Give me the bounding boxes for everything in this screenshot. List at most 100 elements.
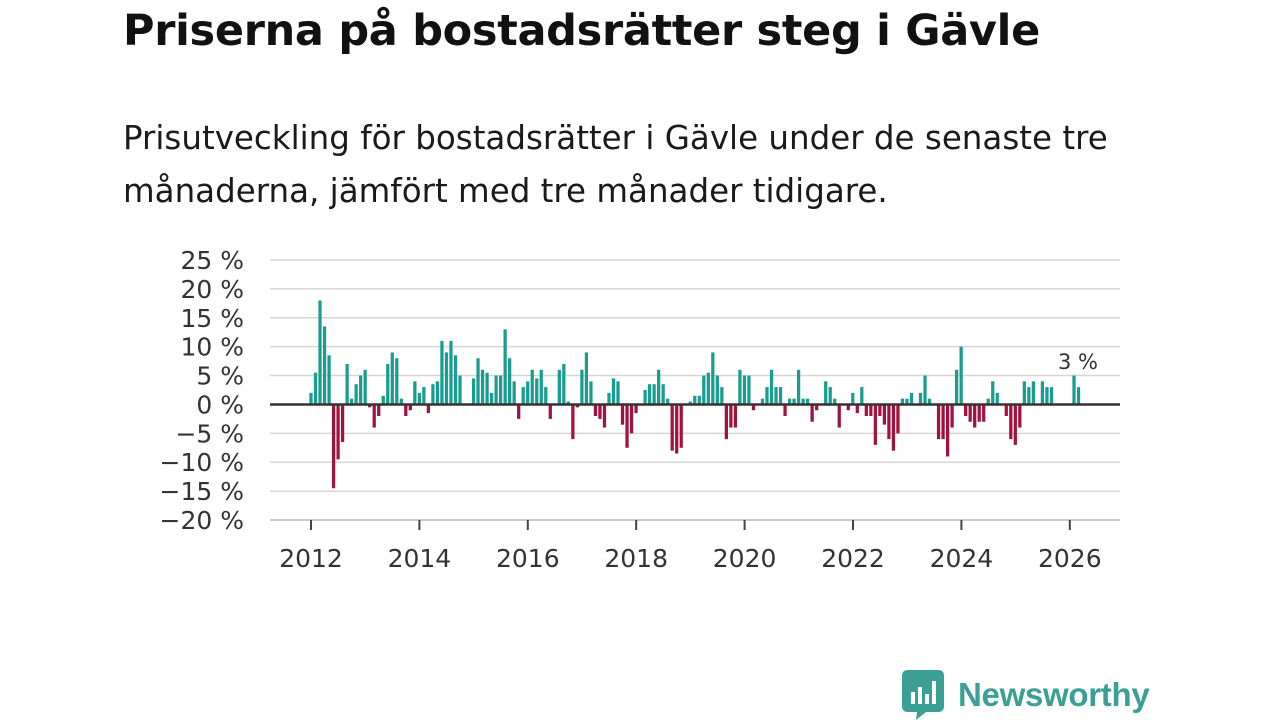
last-value-annotation: 3 % <box>1054 348 1102 374</box>
newsworthy-bubble-chart-icon <box>902 670 944 720</box>
bar <box>575 404 579 408</box>
bar <box>643 390 647 405</box>
bar <box>413 381 417 405</box>
bar <box>670 404 674 451</box>
bar <box>526 381 530 405</box>
bar <box>557 369 561 405</box>
y-axis-tick-labels: 25 %20 %15 %10 %5 %0 %−5 %−10 %−15 %−20 … <box>160 246 244 535</box>
bar <box>864 404 868 416</box>
bar <box>377 404 381 416</box>
bar <box>711 352 715 405</box>
bar <box>851 392 855 405</box>
x-tick-label: 2018 <box>604 544 668 573</box>
bar <box>359 375 363 405</box>
bar <box>715 375 719 405</box>
chart-subtitle: Prisutveckling för bostadsrätter i Gävle… <box>123 119 1108 210</box>
bar <box>923 375 927 405</box>
bar <box>815 404 819 411</box>
x-tick-label: 2024 <box>930 544 994 573</box>
bar <box>309 392 313 405</box>
bar <box>616 381 620 405</box>
bar <box>458 375 462 405</box>
bar <box>679 404 683 448</box>
bar <box>806 398 810 405</box>
bar <box>607 392 611 405</box>
bar <box>386 364 390 405</box>
newsworthy-wordmark: Newsworthy <box>958 676 1150 713</box>
bar <box>611 378 616 405</box>
bar <box>354 384 358 405</box>
bar <box>918 392 923 405</box>
annotation-label: 3 % <box>1058 350 1098 374</box>
x-tick-label: 2020 <box>713 544 777 573</box>
bar <box>1013 404 1017 445</box>
bar <box>598 404 602 419</box>
bar <box>909 392 914 405</box>
bar <box>350 398 354 405</box>
bar <box>444 352 449 405</box>
bar <box>824 381 828 405</box>
bar <box>778 387 783 405</box>
bar <box>589 381 593 405</box>
x-tick-label: 2026 <box>1038 544 1102 573</box>
bar <box>521 387 525 405</box>
bar <box>991 381 995 405</box>
bar <box>426 404 431 414</box>
y-tick-label: 20 % <box>180 275 244 304</box>
bar <box>1027 387 1031 405</box>
bar <box>381 395 385 405</box>
bar <box>936 404 941 440</box>
bar <box>476 358 480 405</box>
bar <box>584 352 589 405</box>
bar <box>620 404 625 425</box>
bar <box>544 387 548 405</box>
bar <box>1022 381 1026 405</box>
bar <box>887 404 891 440</box>
bar <box>891 404 896 451</box>
bar <box>503 329 507 405</box>
bar <box>331 404 336 489</box>
bar <box>742 375 747 405</box>
bar <box>801 398 805 405</box>
bar <box>666 398 670 405</box>
bar <box>548 404 552 419</box>
bar <box>395 358 399 405</box>
bar <box>408 404 412 411</box>
bar <box>489 392 494 405</box>
bar <box>1004 404 1008 416</box>
bar <box>449 340 453 405</box>
bar <box>873 404 877 445</box>
bar <box>404 404 408 416</box>
y-tick-label: 10 % <box>180 333 244 362</box>
y-tick-label: −20 % <box>160 506 244 535</box>
bar <box>399 398 403 405</box>
chart-title: Priserna på bostadsrätter steg i Gävle <box>123 6 1040 56</box>
bar <box>629 404 634 434</box>
bar <box>340 404 345 442</box>
bar <box>517 404 521 419</box>
bar <box>657 369 661 405</box>
bar <box>964 404 968 416</box>
x-tick-label: 2022 <box>821 544 885 573</box>
bar <box>733 404 738 428</box>
bar <box>368 404 372 408</box>
bar <box>860 387 864 405</box>
bar <box>539 369 543 405</box>
bar <box>846 404 850 411</box>
annotation-halo-1 <box>1054 348 1080 374</box>
bar <box>720 387 724 405</box>
bar <box>760 398 765 405</box>
bar <box>738 369 742 405</box>
bar <box>485 372 489 405</box>
bar <box>593 404 598 416</box>
bar <box>693 395 697 405</box>
bar <box>1045 387 1049 405</box>
bar <box>363 369 367 405</box>
bar <box>950 404 954 428</box>
bar <box>440 340 444 405</box>
bar <box>566 401 570 405</box>
bar <box>1018 404 1022 428</box>
bar <box>625 404 629 448</box>
x-tick-label: 2012 <box>279 544 343 573</box>
bar <box>833 398 837 405</box>
